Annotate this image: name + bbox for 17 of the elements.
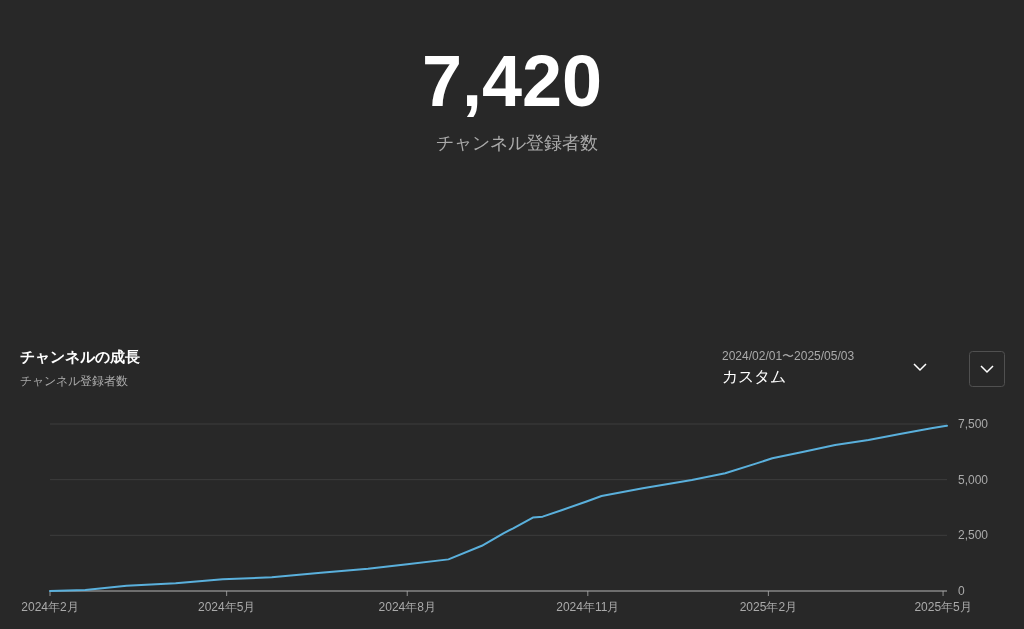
chart-title: チャンネルの成長 bbox=[20, 348, 140, 365]
x-tick-label: 2024年2月 bbox=[21, 600, 79, 614]
y-tick-label: 0 bbox=[958, 584, 965, 598]
y-tick-label: 2,500 bbox=[958, 528, 989, 543]
y-tick-label: 5,000 bbox=[958, 472, 989, 487]
x-tick-label: 2025年5月 bbox=[914, 600, 972, 614]
x-tick-label: 2025年2月 bbox=[739, 600, 798, 614]
text: カスタム bbox=[722, 368, 786, 385]
chart-subtitle: チャンネル登録者数 bbox=[20, 374, 128, 388]
line-series bbox=[49, 424, 948, 592]
x-tick-label: 2024年8月 bbox=[378, 600, 436, 614]
text: チャンネル登録者数 bbox=[436, 133, 598, 153]
text: 2024/02/01〜2025/05/03 bbox=[722, 349, 855, 363]
y-tick-label: 7,500 bbox=[958, 417, 989, 431]
text: 7,420 bbox=[421, 41, 603, 121]
x-tick-label: 2024年11月 bbox=[556, 600, 620, 614]
x-tick-label: 2024年5月 bbox=[197, 600, 256, 614]
